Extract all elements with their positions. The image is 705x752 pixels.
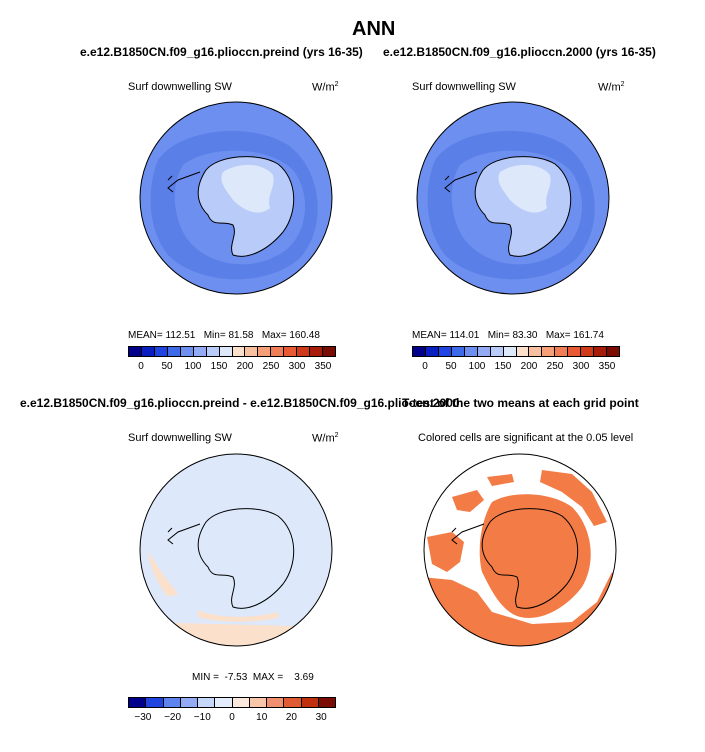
colorbar-tick-label: 300 [572,361,590,372]
colorbar-swatch [141,347,155,356]
stats-bottom-left: MIN = -7.53 MAX = 3.69 [192,672,314,683]
colorbar-swatch [198,698,216,707]
colorbar-swatch [301,698,319,707]
colorbar-tick-label: 350 [598,361,616,372]
case-title-bottom-left: e.e12.B1850CN.f09_g16.plioccn.preind - e… [20,396,460,410]
colorbar-swatch [438,347,452,356]
colorbar-tick-label: 50 [161,361,173,372]
colorbar-swatch [451,347,465,356]
variable-label-top-left: Surf downwelling SW [128,81,232,93]
colorbar-swatch [163,698,181,707]
polar-map-top-right [416,101,610,295]
colorbar-swatch [318,698,335,707]
colorbar-swatch [529,347,543,356]
colorbar-tick-label: 250 [262,361,280,372]
units-label-top-right: W/m2 [598,81,625,94]
colorbar-swatch [297,347,311,356]
colorbar-tick-label: 0 [138,361,144,372]
units-label-bottom-left: W/m2 [312,432,339,445]
colorbar-tick-label: 50 [445,361,457,372]
colorbar-swatch [167,347,181,356]
colorbar-swatch [215,698,233,707]
colorbar-swatch [284,347,298,356]
colorbar-tick-label: 100 [468,361,486,372]
page-title: ANN [352,18,396,40]
colorbar-swatch [555,347,569,356]
ttest-title: T-test of the two means at each grid poi… [402,396,639,410]
colorbar-tick-label: 300 [288,361,306,372]
colorbar-tick-label: 150 [210,361,228,372]
colorbar-swatch [146,698,164,707]
colorbar-swatch [193,347,207,356]
units-label-top-left: W/m2 [312,81,339,94]
colorbar-swatch [477,347,491,356]
variable-label-bottom-left: Surf downwelling SW [128,432,232,444]
colorbar-swatch [232,698,250,707]
colorbar-swatch [232,347,246,356]
colorbar-swatch [267,698,285,707]
colorbar-tick-label: −20 [164,712,182,723]
colorbar-tick-label: 350 [314,361,332,372]
polar-map-bottom-left [139,453,333,647]
colorbar-swatch [490,347,504,356]
case-title-top-right: e.e12.B1850CN.f09_g16.plioccn.2000 (yrs … [383,45,656,59]
case-title-top-left: e.e12.B1850CN.f09_g16.plioccn.preind (yr… [80,45,363,59]
colorbar-swatch [180,698,198,707]
colorbar-swatch [503,347,517,356]
colorbar-swatch [542,347,556,356]
colorbar-top-right [412,346,620,357]
colorbar-swatch [249,698,267,707]
colorbar-swatch [206,347,220,356]
polar-map-ttest [422,452,618,648]
variable-label-top-right: Surf downwelling SW [412,81,516,93]
colorbar-swatch [129,698,147,707]
colorbar-swatch [245,347,259,356]
colorbar-swatch [516,347,530,356]
colorbar-tick-label: 0 [422,361,428,372]
colorbar-tick-label: 200 [236,361,254,372]
colorbar-tick-label: 20 [285,712,297,723]
colorbar-swatch [258,347,272,356]
colorbar-swatch [323,347,335,356]
colorbar-swatch [219,347,233,356]
colorbar-tick-label: 30 [315,712,327,723]
colorbar-swatch [594,347,608,356]
colorbar-tick-label: 10 [256,712,268,723]
ttest-note: Colored cells are significant at the 0.0… [418,432,634,444]
colorbar-swatch [607,347,619,356]
colorbar-swatch [129,347,142,356]
colorbar-tick-label: 100 [184,361,202,372]
colorbar-swatch [464,347,478,356]
colorbar-swatch [425,347,439,356]
colorbar-tick-label: 250 [546,361,564,372]
colorbar-swatch [568,347,582,356]
colorbar-tick-label: 0 [229,712,235,723]
colorbar-swatch [180,347,194,356]
stats-top-right: MEAN= 114.01 Min= 83.30 Max= 161.74 [412,330,604,341]
colorbar-swatch [271,347,285,356]
colorbar-swatch [581,347,595,356]
colorbar-tick-label: −10 [193,712,211,723]
colorbar-top-left [128,346,336,357]
colorbar-swatch [413,347,426,356]
stats-top-left: MEAN= 112.51 Min= 81.58 Max= 160.48 [128,330,320,341]
colorbar-swatch [154,347,168,356]
polar-map-top-left [139,101,333,295]
colorbar-tick-label: −30 [134,712,152,723]
colorbar-bottom-left [128,697,336,708]
colorbar-tick-label: 150 [494,361,512,372]
colorbar-swatch [284,698,302,707]
colorbar-tick-label: 200 [520,361,538,372]
colorbar-swatch [310,347,324,356]
